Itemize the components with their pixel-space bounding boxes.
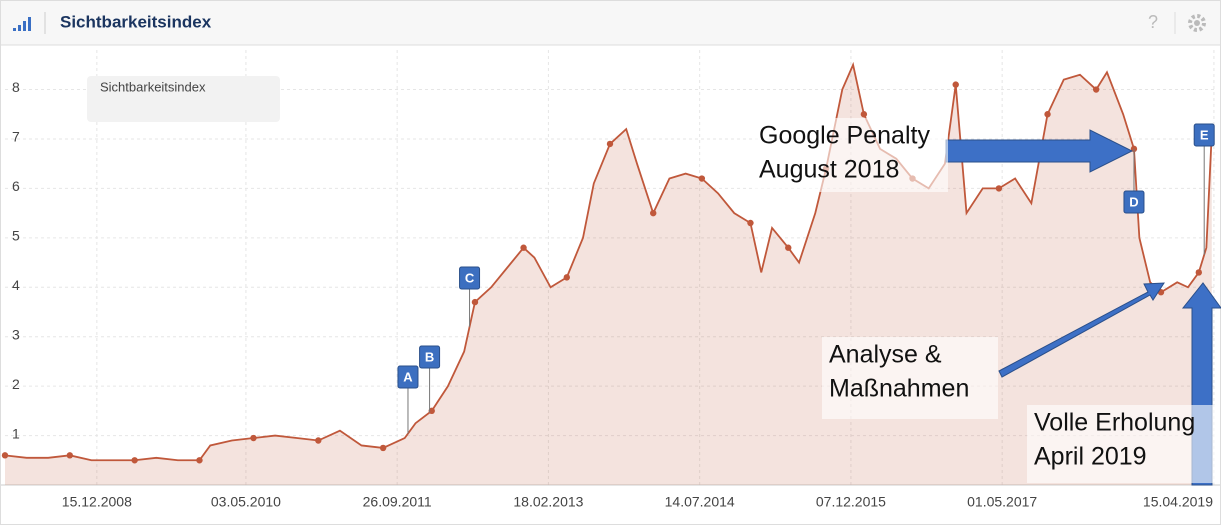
flag-label: A (403, 369, 413, 384)
flag-label: E (1200, 127, 1209, 142)
data-point (995, 185, 1003, 192)
data-point (860, 111, 868, 118)
annotation-text: August 2018 (759, 156, 899, 184)
data-point (650, 209, 657, 217)
y-tick-label: 2 (12, 376, 20, 392)
data-point (563, 274, 570, 281)
flag (459, 266, 481, 290)
arrow (945, 129, 1134, 173)
x-tick-label: 15.04.2019 (1143, 494, 1213, 510)
flag (419, 345, 441, 369)
data-point (1, 452, 9, 459)
data-point (785, 244, 792, 251)
y-tick-label: 5 (12, 228, 20, 244)
data-point (428, 407, 435, 415)
header-icon (13, 17, 31, 31)
legend-box (87, 76, 280, 122)
flag-label: C (465, 270, 475, 285)
annotation-text: April 2019 (1034, 443, 1147, 471)
annotation-box (1027, 405, 1217, 483)
data-point (1195, 269, 1202, 276)
x-tick-label: 01.05.2017 (967, 494, 1037, 510)
settings-button[interactable] (1188, 14, 1206, 32)
data-point (698, 175, 706, 182)
flag (1123, 190, 1145, 214)
x-tick-label: 26.09.2011 (363, 494, 432, 510)
help-button[interactable]: ? (1148, 12, 1158, 32)
data-point (471, 298, 479, 306)
legend-label: Sichtbarkeitsindex (100, 79, 206, 94)
y-tick-label: 3 (12, 326, 20, 342)
y-tick-label: 6 (12, 178, 20, 194)
x-tick-label: 07.12.2015 (816, 494, 886, 510)
data-point (315, 437, 322, 444)
data-point (196, 457, 203, 464)
data-point (379, 444, 387, 452)
data-point (606, 140, 614, 148)
data-point (250, 434, 257, 442)
x-tick-label: 03.05.2010 (211, 494, 281, 510)
data-point (747, 219, 754, 227)
x-tick-label: 15.12.2008 (62, 494, 132, 510)
y-tick-label: 7 (12, 129, 20, 145)
data-point (1092, 86, 1100, 93)
annotation-box (752, 118, 948, 192)
x-tick-label: 14.07.2014 (665, 494, 735, 510)
flag-label: D (1129, 194, 1138, 209)
data-point (520, 244, 527, 251)
flag (1193, 123, 1215, 147)
x-tick-label: 18.02.2013 (513, 494, 583, 510)
annotation-text: Analyse & (829, 341, 942, 369)
data-point (1044, 111, 1051, 118)
annotation-text: Maßnahmen (829, 375, 969, 403)
data-point (131, 457, 138, 464)
annotation-text: Volle Erholung (1034, 409, 1195, 437)
data-point (952, 81, 959, 88)
y-tick-label: 4 (12, 277, 20, 293)
y-tick-label: 1 (12, 425, 20, 441)
header-title: Sichtbarkeitsindex (60, 12, 212, 31)
data-point (66, 452, 74, 459)
annotation-text: Google Penalty (759, 122, 930, 150)
y-tick-label: 8 (12, 79, 20, 95)
flag (397, 365, 419, 389)
annotation-box (822, 337, 998, 419)
flag-label: B (425, 349, 434, 364)
arrow (998, 282, 1165, 378)
line (4, 61, 1213, 462)
header-bar (1, 1, 1220, 45)
